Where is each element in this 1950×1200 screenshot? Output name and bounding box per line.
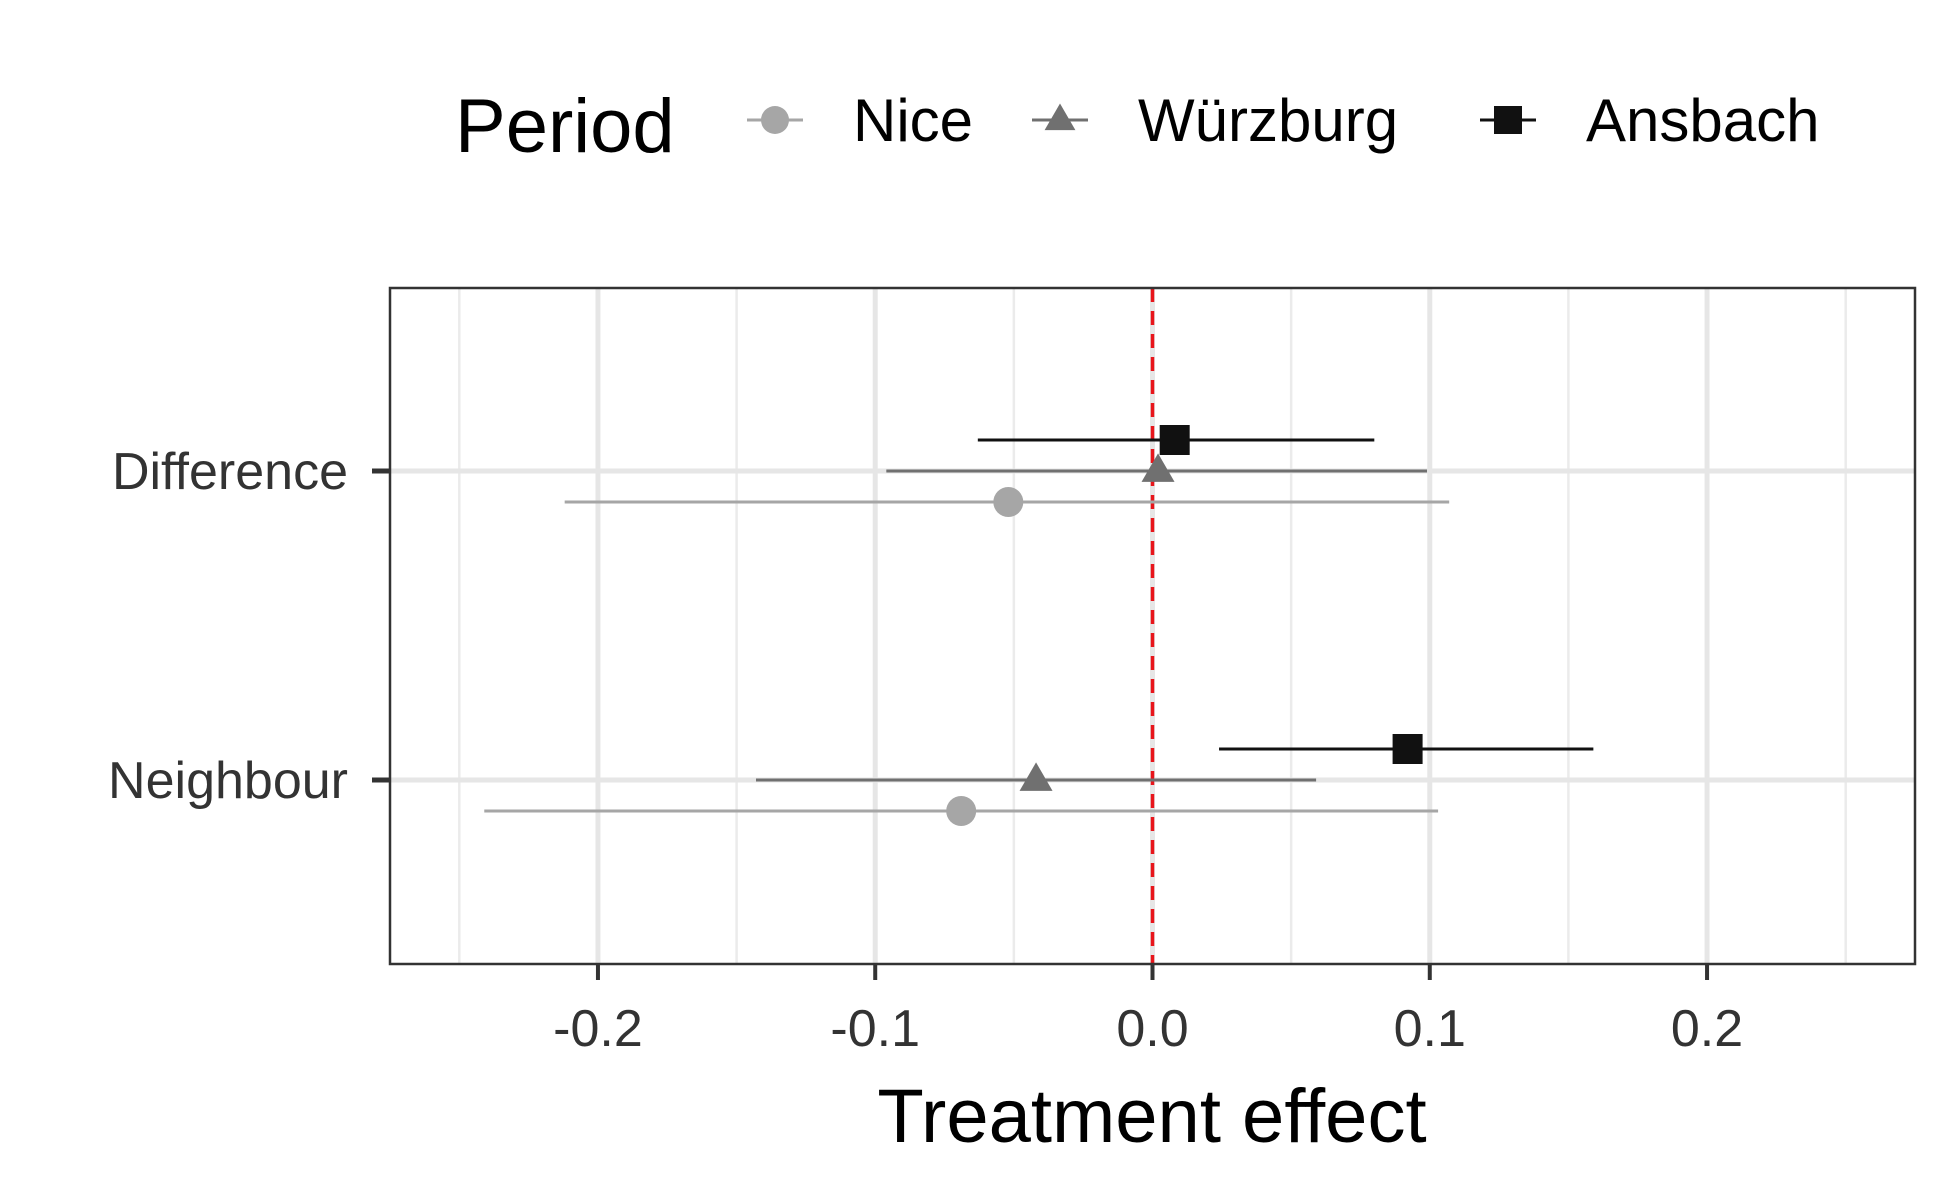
x-axis: -0.2 -0.1 0.0 0.1 0.2 bbox=[553, 964, 1743, 1058]
point-estimate bbox=[1392, 734, 1423, 764]
x-tick-label: 0.1 bbox=[1394, 1000, 1466, 1058]
legend-label: Würzburg bbox=[1138, 87, 1398, 154]
series-ansbach bbox=[977, 425, 1594, 764]
legend-items: Nice Würzburg Ansbach bbox=[747, 87, 1820, 154]
legend-key-circle-icon bbox=[761, 106, 789, 134]
point-estimate bbox=[1019, 762, 1053, 791]
legend-label: Nice bbox=[853, 87, 973, 154]
x-tick-label: -0.1 bbox=[830, 1000, 920, 1058]
legend-item: Nice bbox=[747, 87, 973, 154]
legend-key-square-icon bbox=[1494, 106, 1522, 134]
legend-item: Ansbach bbox=[1480, 87, 1820, 154]
plot-panel bbox=[388, 286, 1917, 966]
series-w-rzburg bbox=[756, 453, 1427, 791]
data-marks bbox=[484, 425, 1594, 826]
point-estimate bbox=[1141, 453, 1175, 482]
legend-title: Period bbox=[455, 84, 675, 169]
point-estimate bbox=[1159, 425, 1190, 455]
y-axis: Difference Neighbour bbox=[108, 443, 390, 810]
legend: Period Nice Würzburg Ansbach bbox=[455, 84, 1820, 169]
grid-minor bbox=[458, 288, 1847, 964]
point-estimate bbox=[993, 487, 1024, 517]
x-tick-label: 0.0 bbox=[1116, 1000, 1188, 1058]
x-tick-label: 0.2 bbox=[1671, 1000, 1743, 1058]
x-tick-label: -0.2 bbox=[553, 1000, 643, 1058]
y-tick-label: Neighbour bbox=[108, 752, 348, 810]
series-nice bbox=[484, 487, 1450, 826]
legend-item: Würzburg bbox=[1032, 87, 1398, 154]
point-estimate bbox=[946, 796, 977, 826]
legend-key-triangle-icon bbox=[1044, 103, 1076, 131]
legend-label: Ansbach bbox=[1586, 87, 1820, 154]
x-axis-title: Treatment effect bbox=[877, 1074, 1426, 1159]
y-tick-label: Difference bbox=[112, 443, 348, 501]
